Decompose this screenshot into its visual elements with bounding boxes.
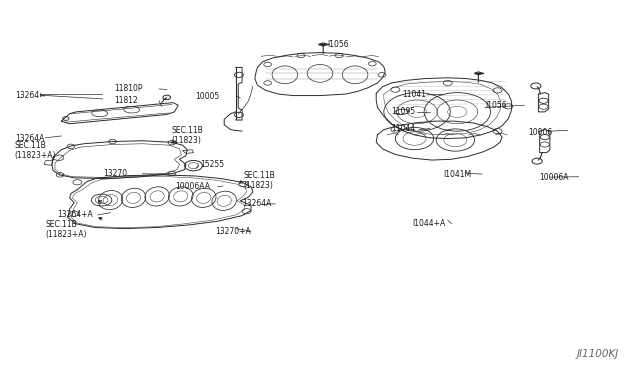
Text: 11041: 11041	[402, 90, 426, 99]
Text: SEC.11B
(11823): SEC.11B (11823)	[172, 126, 204, 145]
Text: 13264A: 13264A	[15, 134, 44, 143]
Text: 10006: 10006	[528, 128, 552, 137]
Text: I1056: I1056	[484, 101, 506, 110]
Text: 11095: 11095	[392, 108, 415, 116]
Text: 13270: 13270	[103, 169, 127, 178]
Text: SEC.11B
(11823+A): SEC.11B (11823+A)	[45, 220, 87, 239]
Text: 10005: 10005	[195, 92, 220, 101]
Text: 11812: 11812	[115, 96, 138, 105]
Text: 10006AA: 10006AA	[175, 182, 211, 191]
Text: 13264A: 13264A	[242, 199, 271, 208]
Text: 11044: 11044	[392, 124, 415, 134]
Text: 13264+A: 13264+A	[57, 211, 93, 219]
Text: I1041M: I1041M	[444, 170, 472, 179]
Text: SEC.11B
(11823+A): SEC.11B (11823+A)	[15, 141, 56, 160]
Text: 13270+A: 13270+A	[215, 227, 251, 236]
Text: SEC.11B
(11823): SEC.11B (11823)	[243, 170, 275, 190]
Text: I1044+A: I1044+A	[413, 219, 446, 228]
Text: JI1100KJ: JI1100KJ	[577, 349, 619, 359]
Text: 11810P: 11810P	[115, 84, 143, 93]
Text: 13264: 13264	[15, 91, 39, 100]
Text: 15255: 15255	[200, 160, 225, 169]
Text: 10006A: 10006A	[540, 173, 569, 182]
Text: I1056: I1056	[328, 40, 349, 49]
